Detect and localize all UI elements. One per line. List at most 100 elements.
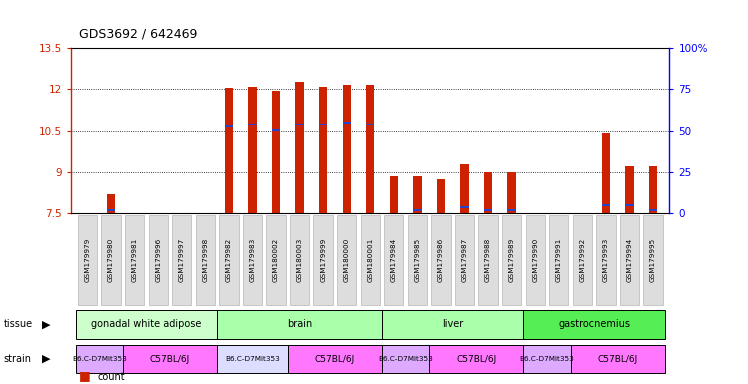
Text: GDS3692 / 642469: GDS3692 / 642469	[79, 27, 197, 40]
Bar	[484, 172, 492, 213]
Text: GSM179981: GSM179981	[132, 238, 138, 282]
Text: GSM179980: GSM179980	[108, 238, 114, 282]
Bar	[524, 345, 571, 373]
Bar	[649, 166, 657, 213]
Text: ■: ■	[79, 382, 91, 384]
Text: GSM180002: GSM180002	[273, 238, 279, 282]
Bar	[76, 310, 217, 339]
Bar	[319, 124, 328, 126]
Bar	[455, 215, 474, 305]
Bar	[460, 164, 468, 213]
Text: GSM179982: GSM179982	[226, 238, 232, 282]
Bar	[248, 86, 257, 213]
Bar	[507, 172, 515, 213]
Text: B6.C-D7Mit353: B6.C-D7Mit353	[225, 356, 280, 362]
Bar	[507, 209, 515, 211]
Bar	[524, 310, 665, 339]
Bar	[295, 83, 304, 213]
Bar	[107, 209, 115, 211]
Text: ■: ■	[79, 369, 91, 382]
Text: GSM179992: GSM179992	[579, 238, 585, 282]
Bar	[382, 345, 429, 373]
Bar	[288, 345, 382, 373]
Bar	[549, 215, 568, 305]
Text: C57BL/6J: C57BL/6J	[598, 354, 638, 364]
Bar	[366, 124, 375, 126]
Text: GSM179993: GSM179993	[603, 238, 609, 282]
Bar	[107, 194, 115, 213]
Bar	[649, 209, 657, 211]
Bar	[390, 176, 398, 213]
Bar	[526, 215, 545, 305]
Bar	[266, 215, 286, 305]
Text: ▶: ▶	[42, 319, 51, 329]
Text: C57BL/6J: C57BL/6J	[456, 354, 497, 364]
Bar	[601, 204, 610, 206]
Bar	[272, 91, 280, 213]
Text: GSM179996: GSM179996	[156, 238, 162, 282]
Bar	[601, 133, 610, 213]
Bar	[479, 215, 497, 305]
Text: GSM179997: GSM179997	[179, 238, 185, 282]
Text: brain: brain	[287, 319, 312, 329]
Bar	[343, 85, 351, 213]
Bar	[243, 215, 262, 305]
Bar	[413, 209, 422, 211]
Text: GSM179994: GSM179994	[626, 238, 632, 282]
Text: GSM179983: GSM179983	[250, 238, 256, 282]
Text: gastrocnemius: gastrocnemius	[558, 319, 630, 329]
Bar	[217, 345, 288, 373]
Bar	[102, 215, 120, 305]
Bar	[217, 310, 382, 339]
Text: GSM179995: GSM179995	[650, 238, 656, 282]
Bar	[196, 215, 215, 305]
Text: liver: liver	[442, 319, 463, 329]
Text: B6.C-D7Mit353: B6.C-D7Mit353	[72, 356, 126, 362]
Bar	[571, 345, 665, 373]
Bar	[343, 122, 351, 124]
Bar	[432, 215, 450, 305]
Bar	[429, 345, 524, 373]
Text: GSM179987: GSM179987	[462, 238, 468, 282]
Bar	[573, 215, 592, 305]
Bar	[361, 215, 380, 305]
Bar	[484, 209, 492, 211]
Bar	[319, 86, 328, 213]
Bar	[225, 88, 233, 213]
Bar	[382, 310, 524, 339]
Bar	[76, 345, 123, 373]
Text: GSM180003: GSM180003	[297, 238, 303, 282]
Text: GSM180001: GSM180001	[367, 238, 373, 282]
Bar	[225, 126, 233, 127]
Bar	[313, 215, 333, 305]
Bar	[625, 204, 634, 206]
Bar	[290, 215, 309, 305]
Bar	[123, 345, 217, 373]
Bar	[125, 215, 144, 305]
Bar	[437, 179, 445, 213]
Bar	[596, 215, 616, 305]
Bar	[643, 215, 663, 305]
Text: GSM179988: GSM179988	[485, 238, 491, 282]
Bar	[219, 215, 239, 305]
Text: C57BL/6J: C57BL/6J	[315, 354, 355, 364]
Bar	[248, 124, 257, 126]
Bar	[337, 215, 356, 305]
Text: tissue: tissue	[4, 319, 33, 329]
Bar	[172, 215, 191, 305]
Text: GSM179979: GSM179979	[85, 238, 91, 282]
Bar	[625, 166, 634, 213]
Text: C57BL/6J: C57BL/6J	[150, 354, 190, 364]
Text: gonadal white adipose: gonadal white adipose	[91, 319, 202, 329]
Text: GSM179986: GSM179986	[438, 238, 444, 282]
Bar	[620, 215, 639, 305]
Bar	[502, 215, 521, 305]
Text: B6.C-D7Mit353: B6.C-D7Mit353	[378, 356, 433, 362]
Text: count: count	[97, 372, 125, 382]
Text: B6.C-D7Mit353: B6.C-D7Mit353	[520, 356, 574, 362]
Text: GSM179985: GSM179985	[414, 238, 420, 282]
Bar	[384, 215, 403, 305]
Text: GSM179991: GSM179991	[556, 238, 562, 282]
Bar	[366, 85, 375, 213]
Text: GSM179990: GSM179990	[532, 238, 538, 282]
